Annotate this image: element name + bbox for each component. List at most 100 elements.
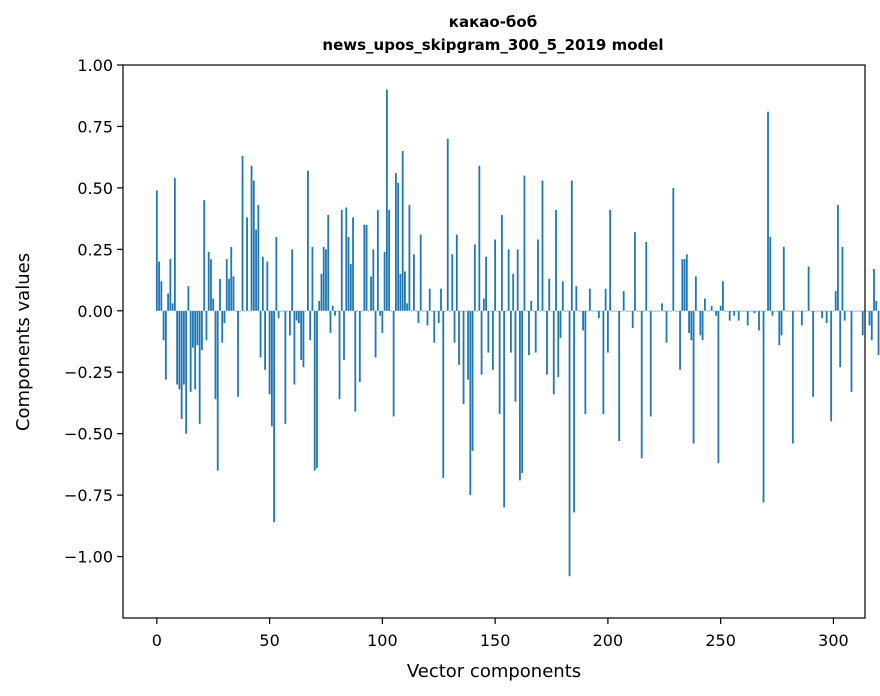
bar	[643, 310, 645, 312]
bar	[530, 300, 533, 311]
x-tick-label: 50	[259, 631, 279, 650]
bar	[859, 310, 862, 312]
bar	[397, 182, 400, 311]
bar	[837, 205, 839, 311]
bar	[597, 310, 600, 319]
bar	[769, 237, 772, 311]
bar	[216, 310, 219, 471]
bar	[873, 269, 875, 311]
bar	[232, 276, 235, 311]
bar	[340, 210, 343, 311]
bar	[365, 224, 368, 311]
bar	[345, 207, 348, 311]
bar	[778, 310, 781, 346]
bar	[557, 310, 560, 378]
bar	[464, 310, 467, 312]
x-tick-label: 150	[480, 631, 511, 650]
bar	[239, 310, 242, 312]
bar	[298, 310, 300, 324]
y-tick-label: −0.50	[64, 425, 113, 444]
bar	[458, 310, 460, 365]
bar	[331, 305, 334, 311]
bar	[591, 310, 593, 312]
bar	[286, 310, 289, 312]
bar	[809, 310, 812, 312]
bar	[354, 310, 357, 412]
bar	[160, 281, 163, 311]
bar	[606, 310, 609, 353]
x-tick-label: 300	[818, 631, 849, 650]
bar	[749, 310, 751, 312]
bar	[376, 210, 379, 311]
y-tick-label: −0.25	[64, 363, 113, 382]
bar	[755, 310, 758, 312]
bar	[401, 151, 404, 311]
bar	[327, 214, 330, 311]
bar	[449, 310, 451, 312]
bar	[719, 305, 722, 311]
bar	[187, 286, 190, 311]
bar	[825, 310, 828, 324]
bar	[647, 310, 650, 312]
bar	[228, 278, 230, 311]
bar	[672, 187, 675, 311]
bar	[329, 310, 332, 333]
bar	[550, 310, 553, 312]
bar	[667, 310, 670, 312]
chart-title-line2: news_upos_skipgram_300_5_2019 model	[322, 36, 663, 54]
bar	[758, 310, 760, 331]
bar	[552, 310, 555, 395]
bar	[683, 259, 686, 311]
bar	[566, 310, 569, 312]
bar	[252, 180, 255, 311]
bar	[433, 310, 436, 343]
bar	[724, 310, 727, 312]
bar	[611, 310, 614, 312]
bar	[767, 111, 769, 311]
bar	[343, 310, 345, 360]
bar	[198, 310, 201, 424]
bar	[785, 310, 787, 312]
bar	[740, 310, 742, 312]
bar	[855, 310, 857, 312]
bar	[347, 237, 350, 311]
bar	[442, 310, 445, 478]
bar	[539, 310, 542, 312]
bar	[776, 310, 778, 312]
bar	[595, 310, 598, 312]
bar	[273, 310, 275, 523]
bar	[505, 310, 508, 312]
bar	[158, 261, 160, 311]
bar	[325, 249, 327, 311]
bar	[503, 310, 506, 508]
bar	[832, 310, 835, 312]
bar	[270, 310, 273, 427]
bar	[361, 310, 363, 312]
bar	[803, 310, 805, 312]
bar	[338, 310, 341, 400]
bar	[446, 138, 449, 311]
x-tick-label: 100	[367, 631, 398, 650]
bar	[507, 249, 510, 311]
y-tick-label: 0.25	[77, 240, 113, 259]
bar	[284, 310, 287, 424]
bar	[814, 310, 817, 312]
bar	[462, 310, 465, 405]
y-axis-ticks: 1.00 0.75 0.50 0.25 0.00 −0.25 −0.50 −0.75 −1.00	[64, 56, 123, 567]
bar	[821, 310, 824, 319]
bar	[537, 239, 539, 311]
bar	[812, 310, 815, 397]
bar	[180, 310, 183, 419]
bar	[185, 310, 188, 434]
x-tick-label: 0	[152, 631, 162, 650]
bar	[728, 310, 731, 321]
bar	[593, 310, 596, 312]
bar	[171, 303, 174, 311]
bar	[640, 310, 643, 459]
bar	[561, 281, 564, 311]
bar	[219, 278, 221, 311]
bar	[516, 249, 519, 311]
x-tick-label: 250	[705, 631, 736, 650]
bar	[334, 310, 336, 316]
